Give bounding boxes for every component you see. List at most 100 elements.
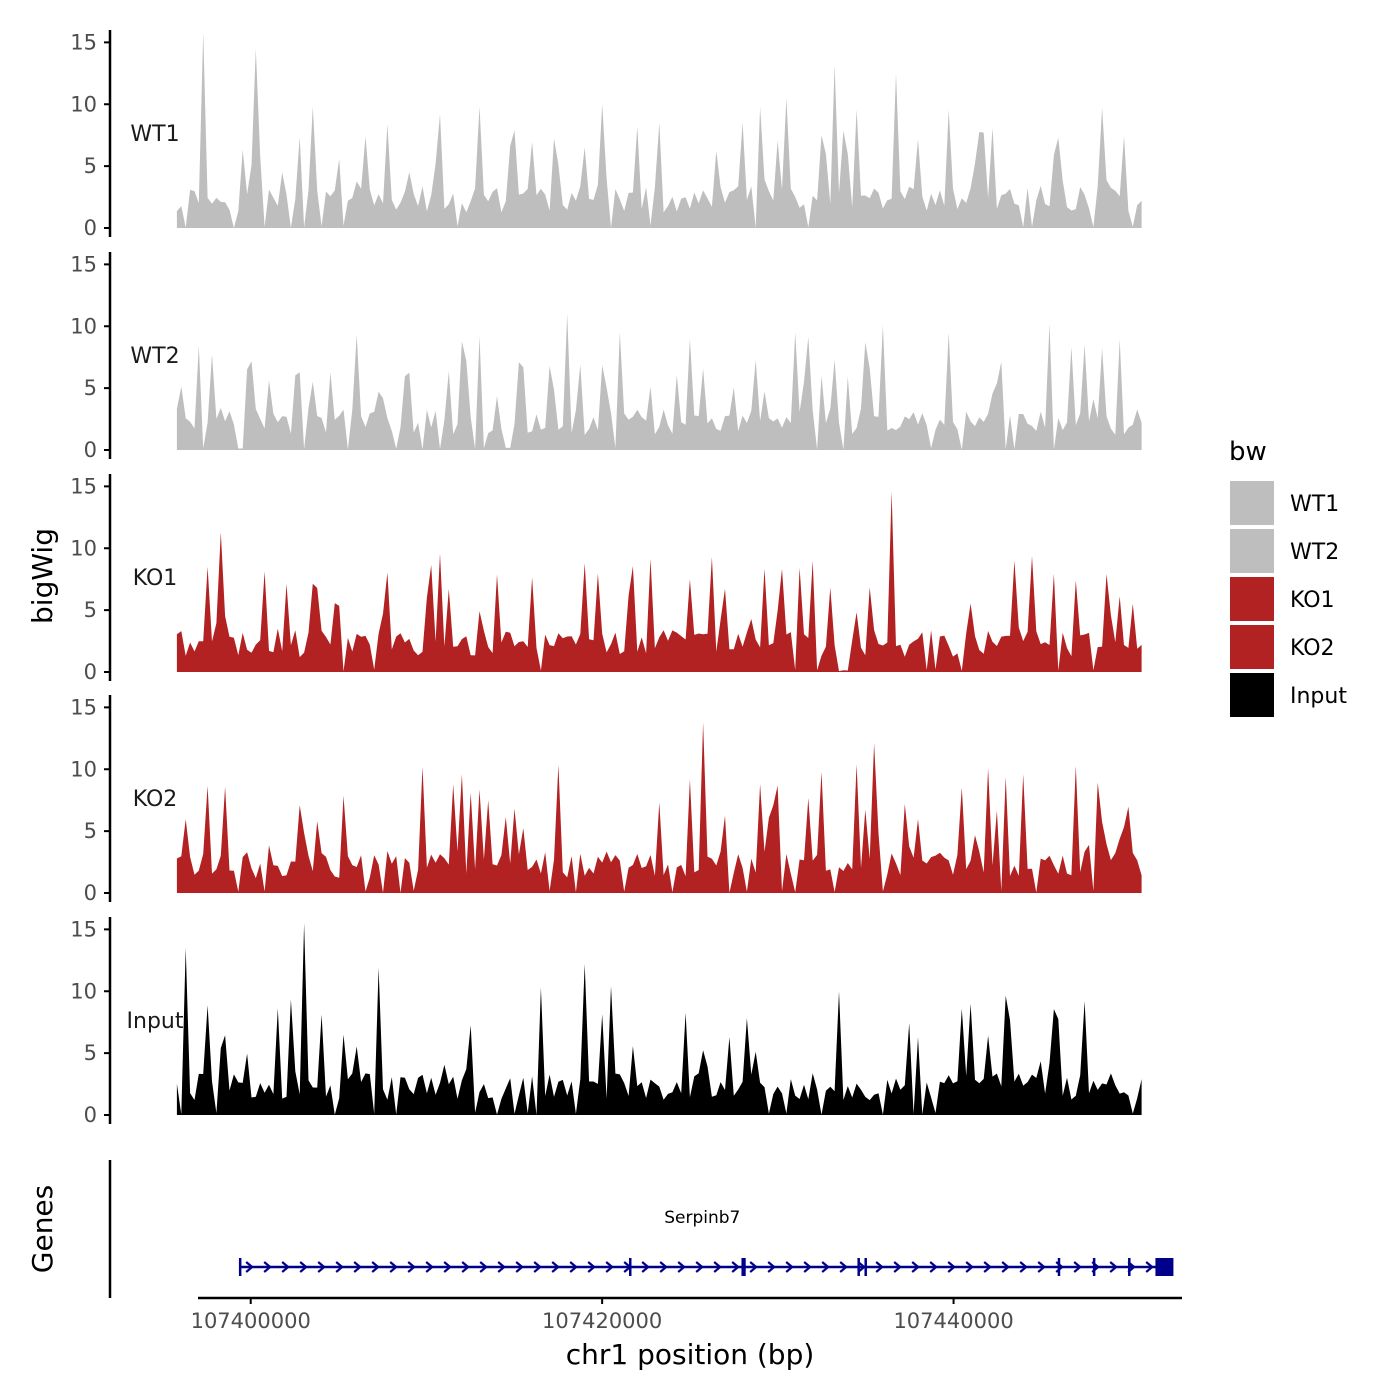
track-label: KO1 bbox=[133, 566, 178, 591]
y-tick-label: 5 bbox=[84, 1041, 97, 1065]
y-tick-label: 15 bbox=[70, 474, 97, 498]
track-wt2: 0 5 10 15 WT2 bbox=[70, 252, 1142, 462]
strand-arrow-icon bbox=[497, 1261, 506, 1273]
legend-swatch bbox=[1228, 575, 1276, 623]
strand-arrow-icon bbox=[587, 1261, 596, 1273]
y-tick-label: 0 bbox=[84, 660, 97, 684]
x-tick-label: 107420000 bbox=[542, 1309, 662, 1333]
strand-arrow-icon bbox=[1037, 1261, 1046, 1273]
x-axis-title: chr1 position (bp) bbox=[566, 1338, 815, 1371]
y-tick-label: 10 bbox=[70, 536, 97, 560]
exon-block bbox=[1155, 1258, 1174, 1276]
y-tick-label: 15 bbox=[70, 252, 97, 276]
track-input: 0 5 10 15 Input bbox=[70, 917, 1142, 1127]
x-tick-label: 107400000 bbox=[191, 1309, 311, 1333]
y-axis-title: bigWig bbox=[26, 528, 59, 624]
strand-arrow-icon bbox=[479, 1261, 488, 1273]
strand-arrow-icon bbox=[443, 1261, 452, 1273]
track-ko2: 0 5 10 15 KO2 bbox=[70, 695, 1142, 905]
strand-arrow-icon bbox=[335, 1261, 344, 1273]
strand-arrow-icon bbox=[299, 1261, 308, 1273]
strand-arrow-icon bbox=[857, 1261, 866, 1273]
gene-name-label: Serpinb7 bbox=[664, 1208, 740, 1228]
strand-arrow-icon bbox=[1019, 1261, 1028, 1273]
y-tick-label: 10 bbox=[70, 979, 97, 1003]
strand-arrow-icon bbox=[605, 1261, 614, 1273]
strand-arrow-icon bbox=[947, 1261, 956, 1273]
track-label: WT2 bbox=[130, 344, 179, 369]
legend-label: Input bbox=[1290, 684, 1347, 709]
strand-arrow-icon bbox=[839, 1261, 848, 1273]
genes-track: Genes Serpinb7 bbox=[26, 1160, 1174, 1298]
x-tick-label: 107440000 bbox=[893, 1309, 1013, 1333]
strand-arrow-icon bbox=[407, 1261, 416, 1273]
strand-arrow-icon bbox=[803, 1261, 812, 1273]
coverage-area bbox=[176, 722, 1142, 893]
strand-arrow-icon bbox=[911, 1261, 920, 1273]
strand-arrow-icon bbox=[641, 1261, 650, 1273]
y-tick-label: 5 bbox=[84, 376, 97, 400]
strand-arrow-icon bbox=[425, 1261, 434, 1273]
strand-arrow-icon bbox=[569, 1261, 578, 1273]
y-tick-label: 15 bbox=[70, 695, 97, 719]
strand-arrow-icon bbox=[893, 1261, 902, 1273]
y-tick-label: 15 bbox=[70, 30, 97, 54]
genes-track-label: Genes bbox=[26, 1185, 59, 1273]
track-label: Input bbox=[127, 1009, 184, 1034]
strand-arrow-icon bbox=[533, 1261, 542, 1273]
strand-arrow-icon bbox=[749, 1261, 758, 1273]
strand-arrow-icon bbox=[515, 1261, 524, 1273]
legend-label: WT2 bbox=[1290, 540, 1339, 565]
strand-arrow-icon bbox=[965, 1261, 974, 1273]
strand-arrow-icon bbox=[1109, 1261, 1118, 1273]
legend: bw WT1 WT2 KO1 KO2 Input bbox=[1228, 437, 1347, 719]
legend-swatch bbox=[1228, 623, 1276, 671]
legend-swatch bbox=[1228, 527, 1276, 575]
coverage-area bbox=[176, 32, 1142, 228]
y-tick-label: 0 bbox=[84, 881, 97, 905]
strand-arrow-icon bbox=[677, 1261, 686, 1273]
strand-arrow-icon bbox=[659, 1261, 668, 1273]
y-tick-label: 0 bbox=[84, 216, 97, 240]
track-wt1: 0 5 10 15 WT1 bbox=[70, 30, 1142, 240]
strand-arrow-icon bbox=[1145, 1261, 1154, 1273]
strand-arrow-icon bbox=[281, 1261, 290, 1273]
strand-arrow-icon bbox=[461, 1261, 470, 1273]
y-tick-label: 15 bbox=[70, 917, 97, 941]
strand-arrow-icon bbox=[371, 1261, 380, 1273]
y-tick-label: 5 bbox=[84, 598, 97, 622]
strand-arrow-icon bbox=[983, 1261, 992, 1273]
strand-arrow-icon bbox=[767, 1261, 776, 1273]
x-axis: chr1 position (bp) 107400000 107420000 107… bbox=[191, 1296, 1182, 1371]
legend-label: WT1 bbox=[1290, 492, 1339, 517]
strand-arrow-icon bbox=[785, 1261, 794, 1273]
legend-label: KO1 bbox=[1290, 588, 1335, 613]
tracks-layer: 0 5 10 15 WT1 0 5 10 15 WT2 0 5 10 15 KO1 0 5 10 15 KO2 0 5 10… bbox=[70, 30, 1142, 1127]
track-label: KO2 bbox=[133, 787, 178, 812]
strand-arrow-icon bbox=[1001, 1261, 1010, 1273]
strand-arrow-icon bbox=[263, 1261, 272, 1273]
strand-arrow-icon bbox=[317, 1261, 326, 1273]
coverage-area bbox=[176, 923, 1142, 1115]
strand-arrow-icon bbox=[929, 1261, 938, 1273]
coverage-area bbox=[176, 313, 1142, 450]
y-tick-label: 10 bbox=[70, 757, 97, 781]
track-ko1: 0 5 10 15 KO1 bbox=[70, 474, 1142, 684]
strand-arrow-icon bbox=[551, 1261, 560, 1273]
strand-arrow-icon bbox=[713, 1261, 722, 1273]
legend-label: KO2 bbox=[1290, 636, 1335, 661]
legend-swatch bbox=[1228, 671, 1276, 719]
y-tick-label: 5 bbox=[84, 819, 97, 843]
strand-arrow-icon bbox=[731, 1261, 740, 1273]
track-label: WT1 bbox=[130, 122, 179, 147]
strand-arrow-icon bbox=[695, 1261, 704, 1273]
strand-arrow-icon bbox=[875, 1261, 884, 1273]
strand-arrow-icon bbox=[245, 1261, 254, 1273]
legend-title: bw bbox=[1229, 437, 1267, 467]
y-tick-label: 10 bbox=[70, 92, 97, 116]
y-tick-label: 0 bbox=[84, 1103, 97, 1127]
y-tick-label: 5 bbox=[84, 154, 97, 178]
coverage-area bbox=[176, 491, 1142, 672]
y-tick-label: 0 bbox=[84, 438, 97, 462]
y-tick-label: 10 bbox=[70, 314, 97, 338]
